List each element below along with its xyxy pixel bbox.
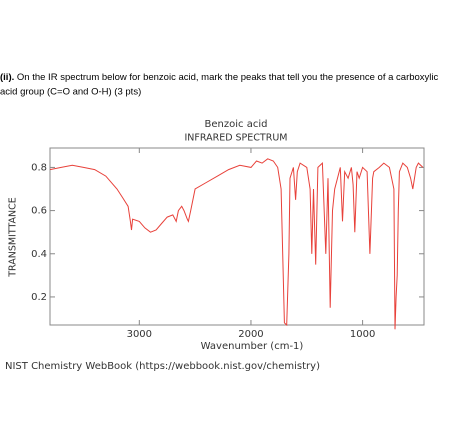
question: (ii). On the IR spectrum below for benzo… bbox=[0, 72, 439, 83]
question-line: On the IR spectrum below for benzoic aci… bbox=[17, 72, 439, 83]
x-tick-label: 3000 bbox=[127, 329, 152, 340]
plot-frame bbox=[49, 147, 425, 326]
x-tick-label: 1000 bbox=[350, 329, 375, 340]
chart-title: Benzoic acid bbox=[205, 119, 268, 130]
question-line: acid group (C=O and O-H) (3 pts) bbox=[0, 87, 141, 98]
question-label: (ii). bbox=[0, 72, 14, 83]
y-tick-label: 0.2 bbox=[31, 292, 47, 303]
chart-subtitle: INFRARED SPECTRUM bbox=[185, 133, 288, 144]
footer: NIST Chemistry WebBook (https://webbook.… bbox=[5, 361, 320, 372]
y-axis-label: TRANSMITTANCE bbox=[8, 197, 19, 278]
y-tick-label: 0.4 bbox=[31, 249, 47, 260]
spectrum-line bbox=[49, 158, 424, 330]
x-tick-label: 2000 bbox=[238, 329, 263, 340]
x-axis-label: Wavenumber (cm-1) bbox=[201, 341, 304, 352]
y-tick-label: 0.6 bbox=[31, 206, 47, 217]
y-tick-label: 0.8 bbox=[31, 162, 47, 173]
